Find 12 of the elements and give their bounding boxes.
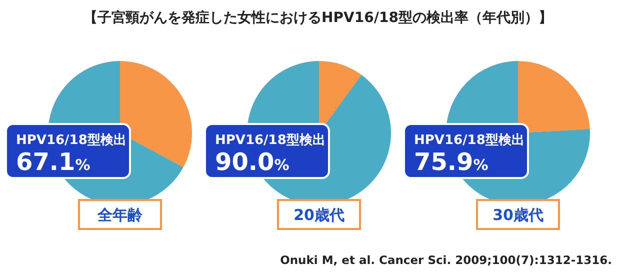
slice-label: HPV16/18型検出 (414, 133, 524, 148)
text: 【子宮頸がんを発症した女性におけるHPV16/18型の検出率（年代別）】 (84, 9, 552, 26)
slice-label: HPV16/18型検出 (16, 133, 126, 148)
data-label: 90.0% (215, 148, 290, 176)
text: Onuki M, et al. Cancer Sci. 2009;100(7):1312-1316. (280, 253, 612, 267)
pie-slice (518, 61, 590, 133)
data-label: 75.9% (414, 148, 488, 176)
text: 30歳代 (492, 206, 544, 224)
text: 20歳代 (294, 206, 344, 224)
data-label: 67.1% (16, 148, 90, 176)
slice-label: HPV16/18型検出 (215, 133, 326, 148)
text: 全年齢 (96, 206, 144, 224)
